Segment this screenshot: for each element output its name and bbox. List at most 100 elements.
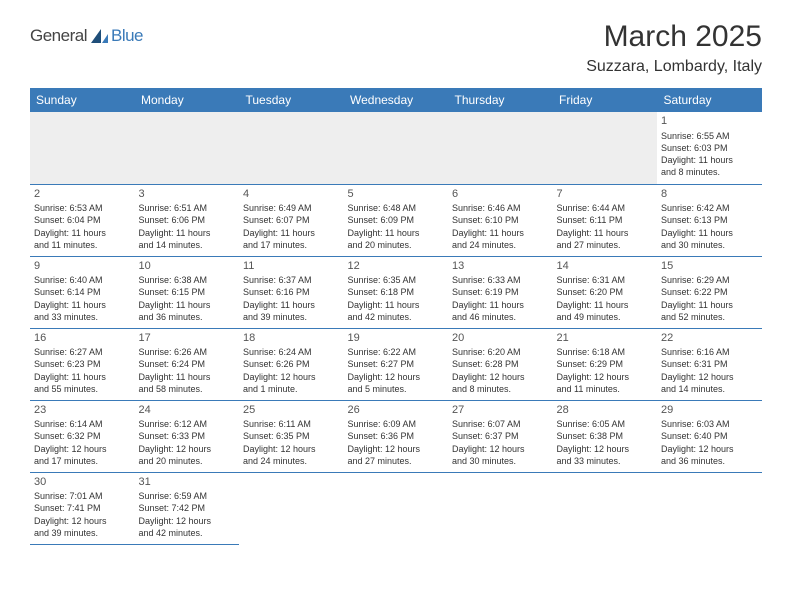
sunset-text: Sunset: 6:29 PM (557, 358, 654, 370)
sunrise-text: Sunrise: 6:12 AM (139, 418, 236, 430)
daylight-text: and 11 minutes. (34, 239, 131, 251)
sunrise-text: Sunrise: 6:16 AM (661, 346, 758, 358)
day-cell: 25Sunrise: 6:11 AMSunset: 6:35 PMDayligh… (239, 400, 344, 472)
daylight-text: Daylight: 12 hours (348, 371, 445, 383)
sunrise-text: Sunrise: 6:49 AM (243, 202, 340, 214)
day-cell: 7Sunrise: 6:44 AMSunset: 6:11 PMDaylight… (553, 184, 658, 256)
page-title: March 2025 (586, 20, 762, 54)
sunset-text: Sunset: 7:41 PM (34, 502, 131, 514)
daylight-text: Daylight: 11 hours (139, 371, 236, 383)
day-cell: 31Sunrise: 6:59 AMSunset: 7:42 PMDayligh… (135, 472, 240, 544)
daylight-text: Daylight: 12 hours (557, 443, 654, 455)
sunset-text: Sunset: 6:15 PM (139, 286, 236, 298)
day-cell: 24Sunrise: 6:12 AMSunset: 6:33 PMDayligh… (135, 400, 240, 472)
daylight-text: and 30 minutes. (661, 239, 758, 251)
sunrise-text: Sunrise: 6:44 AM (557, 202, 654, 214)
daylight-text: and 20 minutes. (348, 239, 445, 251)
sunset-text: Sunset: 6:23 PM (34, 358, 131, 370)
calendar-row: 2Sunrise: 6:53 AMSunset: 6:04 PMDaylight… (30, 184, 762, 256)
day-cell: 8Sunrise: 6:42 AMSunset: 6:13 PMDaylight… (657, 184, 762, 256)
weekday-header-row: Sunday Monday Tuesday Wednesday Thursday… (30, 88, 762, 112)
empty-cell (553, 472, 658, 544)
sunset-text: Sunset: 6:09 PM (348, 214, 445, 226)
empty-cell (553, 112, 658, 184)
sunrise-text: Sunrise: 6:37 AM (243, 274, 340, 286)
daylight-text: Daylight: 12 hours (348, 443, 445, 455)
calendar-table: Sunday Monday Tuesday Wednesday Thursday… (30, 88, 762, 545)
empty-cell (657, 472, 762, 544)
sunset-text: Sunset: 6:06 PM (139, 214, 236, 226)
daylight-text: and 27 minutes. (348, 455, 445, 467)
sunset-text: Sunset: 6:04 PM (34, 214, 131, 226)
daylight-text: and 33 minutes. (34, 311, 131, 323)
sunrise-text: Sunrise: 6:24 AM (243, 346, 340, 358)
day-number: 5 (348, 187, 445, 202)
sunset-text: Sunset: 6:24 PM (139, 358, 236, 370)
daylight-text: Daylight: 12 hours (243, 443, 340, 455)
daylight-text: and 58 minutes. (139, 383, 236, 395)
title-block: March 2025 Suzzara, Lombardy, Italy (586, 20, 762, 76)
day-cell: 28Sunrise: 6:05 AMSunset: 6:38 PMDayligh… (553, 400, 658, 472)
daylight-text: Daylight: 11 hours (348, 299, 445, 311)
day-cell: 20Sunrise: 6:20 AMSunset: 6:28 PMDayligh… (448, 328, 553, 400)
col-wednesday: Wednesday (344, 88, 449, 112)
daylight-text: and 24 minutes. (243, 455, 340, 467)
daylight-text: and 30 minutes. (452, 455, 549, 467)
day-number: 2 (34, 187, 131, 202)
daylight-text: Daylight: 11 hours (348, 227, 445, 239)
day-number: 25 (243, 403, 340, 418)
sunrise-text: Sunrise: 6:26 AM (139, 346, 236, 358)
calendar-row: 30Sunrise: 7:01 AMSunset: 7:41 PMDayligh… (30, 472, 762, 544)
calendar-row: 9Sunrise: 6:40 AMSunset: 6:14 PMDaylight… (30, 256, 762, 328)
sunrise-text: Sunrise: 6:20 AM (452, 346, 549, 358)
sunrise-text: Sunrise: 6:11 AM (243, 418, 340, 430)
daylight-text: Daylight: 12 hours (139, 515, 236, 527)
daylight-text: and 39 minutes. (243, 311, 340, 323)
day-number: 3 (139, 187, 236, 202)
logo-text-general: General (30, 26, 87, 46)
day-cell: 29Sunrise: 6:03 AMSunset: 6:40 PMDayligh… (657, 400, 762, 472)
daylight-text: Daylight: 12 hours (34, 443, 131, 455)
day-number: 28 (557, 403, 654, 418)
daylight-text: Daylight: 12 hours (452, 371, 549, 383)
sunrise-text: Sunrise: 6:05 AM (557, 418, 654, 430)
day-cell: 26Sunrise: 6:09 AMSunset: 6:36 PMDayligh… (344, 400, 449, 472)
day-cell: 3Sunrise: 6:51 AMSunset: 6:06 PMDaylight… (135, 184, 240, 256)
daylight-text: and 17 minutes. (34, 455, 131, 467)
day-cell: 15Sunrise: 6:29 AMSunset: 6:22 PMDayligh… (657, 256, 762, 328)
daylight-text: and 27 minutes. (557, 239, 654, 251)
daylight-text: and 8 minutes. (661, 166, 758, 178)
day-cell: 4Sunrise: 6:49 AMSunset: 6:07 PMDaylight… (239, 184, 344, 256)
col-saturday: Saturday (657, 88, 762, 112)
daylight-text: Daylight: 11 hours (34, 299, 131, 311)
sunrise-text: Sunrise: 6:59 AM (139, 490, 236, 502)
day-number: 17 (139, 331, 236, 346)
sunrise-text: Sunrise: 6:40 AM (34, 274, 131, 286)
day-number: 30 (34, 475, 131, 490)
col-thursday: Thursday (448, 88, 553, 112)
empty-cell (344, 472, 449, 544)
daylight-text: Daylight: 11 hours (34, 227, 131, 239)
sunset-text: Sunset: 6:33 PM (139, 430, 236, 442)
location-subtitle: Suzzara, Lombardy, Italy (586, 58, 762, 76)
day-cell: 13Sunrise: 6:33 AMSunset: 6:19 PMDayligh… (448, 256, 553, 328)
sunrise-text: Sunrise: 6:55 AM (661, 130, 758, 142)
daylight-text: and 49 minutes. (557, 311, 654, 323)
daylight-text: and 14 minutes. (661, 383, 758, 395)
day-number: 31 (139, 475, 236, 490)
day-cell: 11Sunrise: 6:37 AMSunset: 6:16 PMDayligh… (239, 256, 344, 328)
logo-text-blue: Blue (111, 26, 143, 46)
daylight-text: Daylight: 12 hours (243, 371, 340, 383)
sunset-text: Sunset: 6:32 PM (34, 430, 131, 442)
daylight-text: Daylight: 11 hours (661, 299, 758, 311)
day-number: 9 (34, 259, 131, 274)
daylight-text: and 46 minutes. (452, 311, 549, 323)
empty-cell (448, 472, 553, 544)
daylight-text: Daylight: 11 hours (661, 227, 758, 239)
sunset-text: Sunset: 6:28 PM (452, 358, 549, 370)
sunrise-text: Sunrise: 6:46 AM (452, 202, 549, 214)
sunset-text: Sunset: 6:26 PM (243, 358, 340, 370)
daylight-text: Daylight: 11 hours (243, 299, 340, 311)
daylight-text: Daylight: 11 hours (557, 227, 654, 239)
sunset-text: Sunset: 6:11 PM (557, 214, 654, 226)
